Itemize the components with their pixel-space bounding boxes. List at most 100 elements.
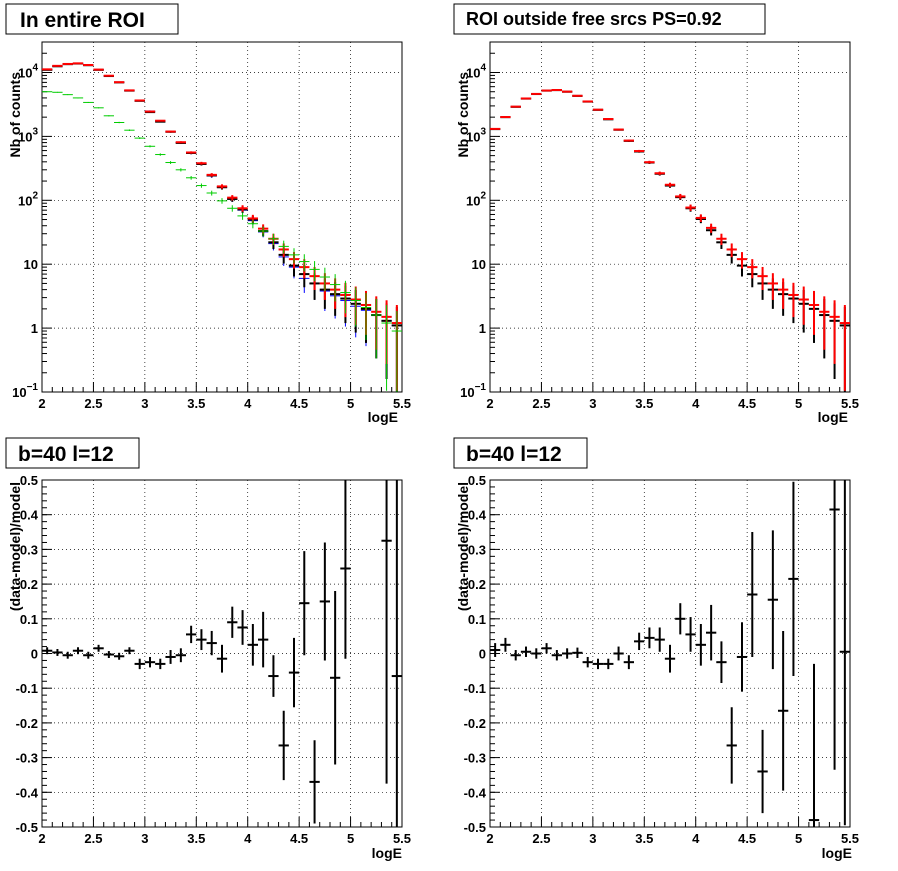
data-point <box>319 542 330 661</box>
y-axis-label: (data-model)/model <box>7 482 23 611</box>
x-tick-label: 4.5 <box>738 831 756 846</box>
data-point <box>829 300 840 364</box>
data-point <box>623 655 634 670</box>
x-tick-label: 5.5 <box>841 831 859 846</box>
y-axis-label: Nb of counts <box>7 72 23 158</box>
data-point <box>216 184 228 189</box>
data-point <box>258 226 269 237</box>
data-point <box>726 243 737 258</box>
panel-title: b=40 l=12 <box>18 443 114 466</box>
data-point <box>520 646 532 657</box>
x-tick-label: 3 <box>589 831 596 846</box>
data-point <box>562 648 573 659</box>
x-tick-label: 5.5 <box>393 831 411 846</box>
data-point <box>165 130 176 133</box>
data-point <box>808 290 820 335</box>
data-point <box>83 651 94 659</box>
data-point <box>196 629 207 651</box>
data-point <box>582 100 593 103</box>
data-point <box>675 603 686 635</box>
x-tick-label: 4.5 <box>290 396 308 411</box>
x-tick-label: 4 <box>244 831 252 846</box>
data-point <box>93 68 104 71</box>
data-point <box>340 280 351 314</box>
data-point <box>155 119 166 122</box>
data-point <box>695 624 706 666</box>
data-point <box>124 647 135 655</box>
data-point <box>52 91 63 93</box>
title-box <box>5 437 140 469</box>
y-tick-label: 0.2 <box>20 577 38 592</box>
y-tick-label: -0.4 <box>464 785 487 800</box>
data-point <box>103 115 114 117</box>
grid <box>41 479 403 828</box>
x-tick-label: 3 <box>141 831 148 846</box>
y-tick-label: -0.5 <box>16 820 38 835</box>
y-tick-label: 0.3 <box>468 542 486 557</box>
x-axis-label: logE <box>818 409 848 425</box>
data-point <box>299 254 310 272</box>
data-point <box>572 94 583 97</box>
y-tick-label: -0.5 <box>464 820 486 835</box>
x-tick-label: 4 <box>244 396 252 411</box>
data-point <box>839 480 850 826</box>
title-box <box>453 437 588 469</box>
data-point <box>551 650 562 661</box>
data-point <box>592 108 604 111</box>
data-point <box>716 233 727 245</box>
panel-bottom-right: 2 2.5 3 3.5 4 4.5 5 5.5 -0.5 -0.4 -0.3 -0.2 -0.1 0 0.1… <box>453 437 859 861</box>
data-point <box>134 137 145 140</box>
data-point <box>103 651 114 659</box>
data-point <box>634 149 645 153</box>
data-point <box>124 89 135 92</box>
x-axis-label: logE <box>368 409 398 425</box>
data-point <box>520 97 532 100</box>
data-point <box>706 604 717 661</box>
y-tick-label: 0.3 <box>20 542 38 557</box>
data-point <box>134 99 145 102</box>
data-point <box>165 650 176 664</box>
axis-ticks: 2 2.5 3 3.5 4 4.5 5 5.5 -0.5 -0.4 -0.3 -0.2 -0.1 0 0.1… <box>16 473 411 846</box>
data-point <box>175 141 186 144</box>
data-point <box>644 627 655 649</box>
data-point <box>603 658 614 670</box>
data-point <box>340 480 351 659</box>
data-point <box>309 261 320 282</box>
data-point <box>155 153 166 156</box>
data-point <box>736 622 748 692</box>
x-tick-label: 2.5 <box>84 831 102 846</box>
y-tick-label: 0.4 <box>20 508 39 523</box>
data-point <box>490 643 501 657</box>
data-point <box>716 641 727 683</box>
data-point <box>788 481 799 677</box>
y-tick-label: 0.1 <box>20 612 38 627</box>
data-point <box>258 611 269 668</box>
data-point <box>531 92 542 95</box>
plot-frame <box>489 41 851 393</box>
data-point <box>757 266 768 290</box>
data-point <box>62 94 73 96</box>
data-point <box>381 480 392 784</box>
data-point <box>206 173 217 177</box>
y-tick-label: -0.3 <box>464 751 486 766</box>
axis-ticks: 2 2.5 3 3.5 4 4.5 5 5.5 -0.5 -0.4 -0.3 -0.2 -0.1 0 0.1… <box>464 473 859 846</box>
data-point <box>603 118 614 121</box>
data-point <box>227 205 238 212</box>
data-point <box>206 190 217 196</box>
y-tick-label: 0.1 <box>468 612 486 627</box>
x-axis-label: logE <box>372 845 402 861</box>
data-point <box>247 219 258 229</box>
data-point <box>582 656 593 668</box>
panel-title: b=40 l=12 <box>466 443 562 466</box>
data-point <box>175 168 186 172</box>
panel-title: ROI outside free srcs PS=0.92 <box>466 9 722 29</box>
data-point <box>634 632 645 651</box>
x-tick-label: 3 <box>141 396 148 411</box>
x-tick-label: 2 <box>38 396 45 411</box>
y-tick-label: 0.5 <box>468 473 486 488</box>
data-point <box>114 121 125 124</box>
panel-title: In entire ROI <box>20 9 145 32</box>
y-tick-label: -0.2 <box>464 716 486 731</box>
data-point <box>778 630 789 791</box>
